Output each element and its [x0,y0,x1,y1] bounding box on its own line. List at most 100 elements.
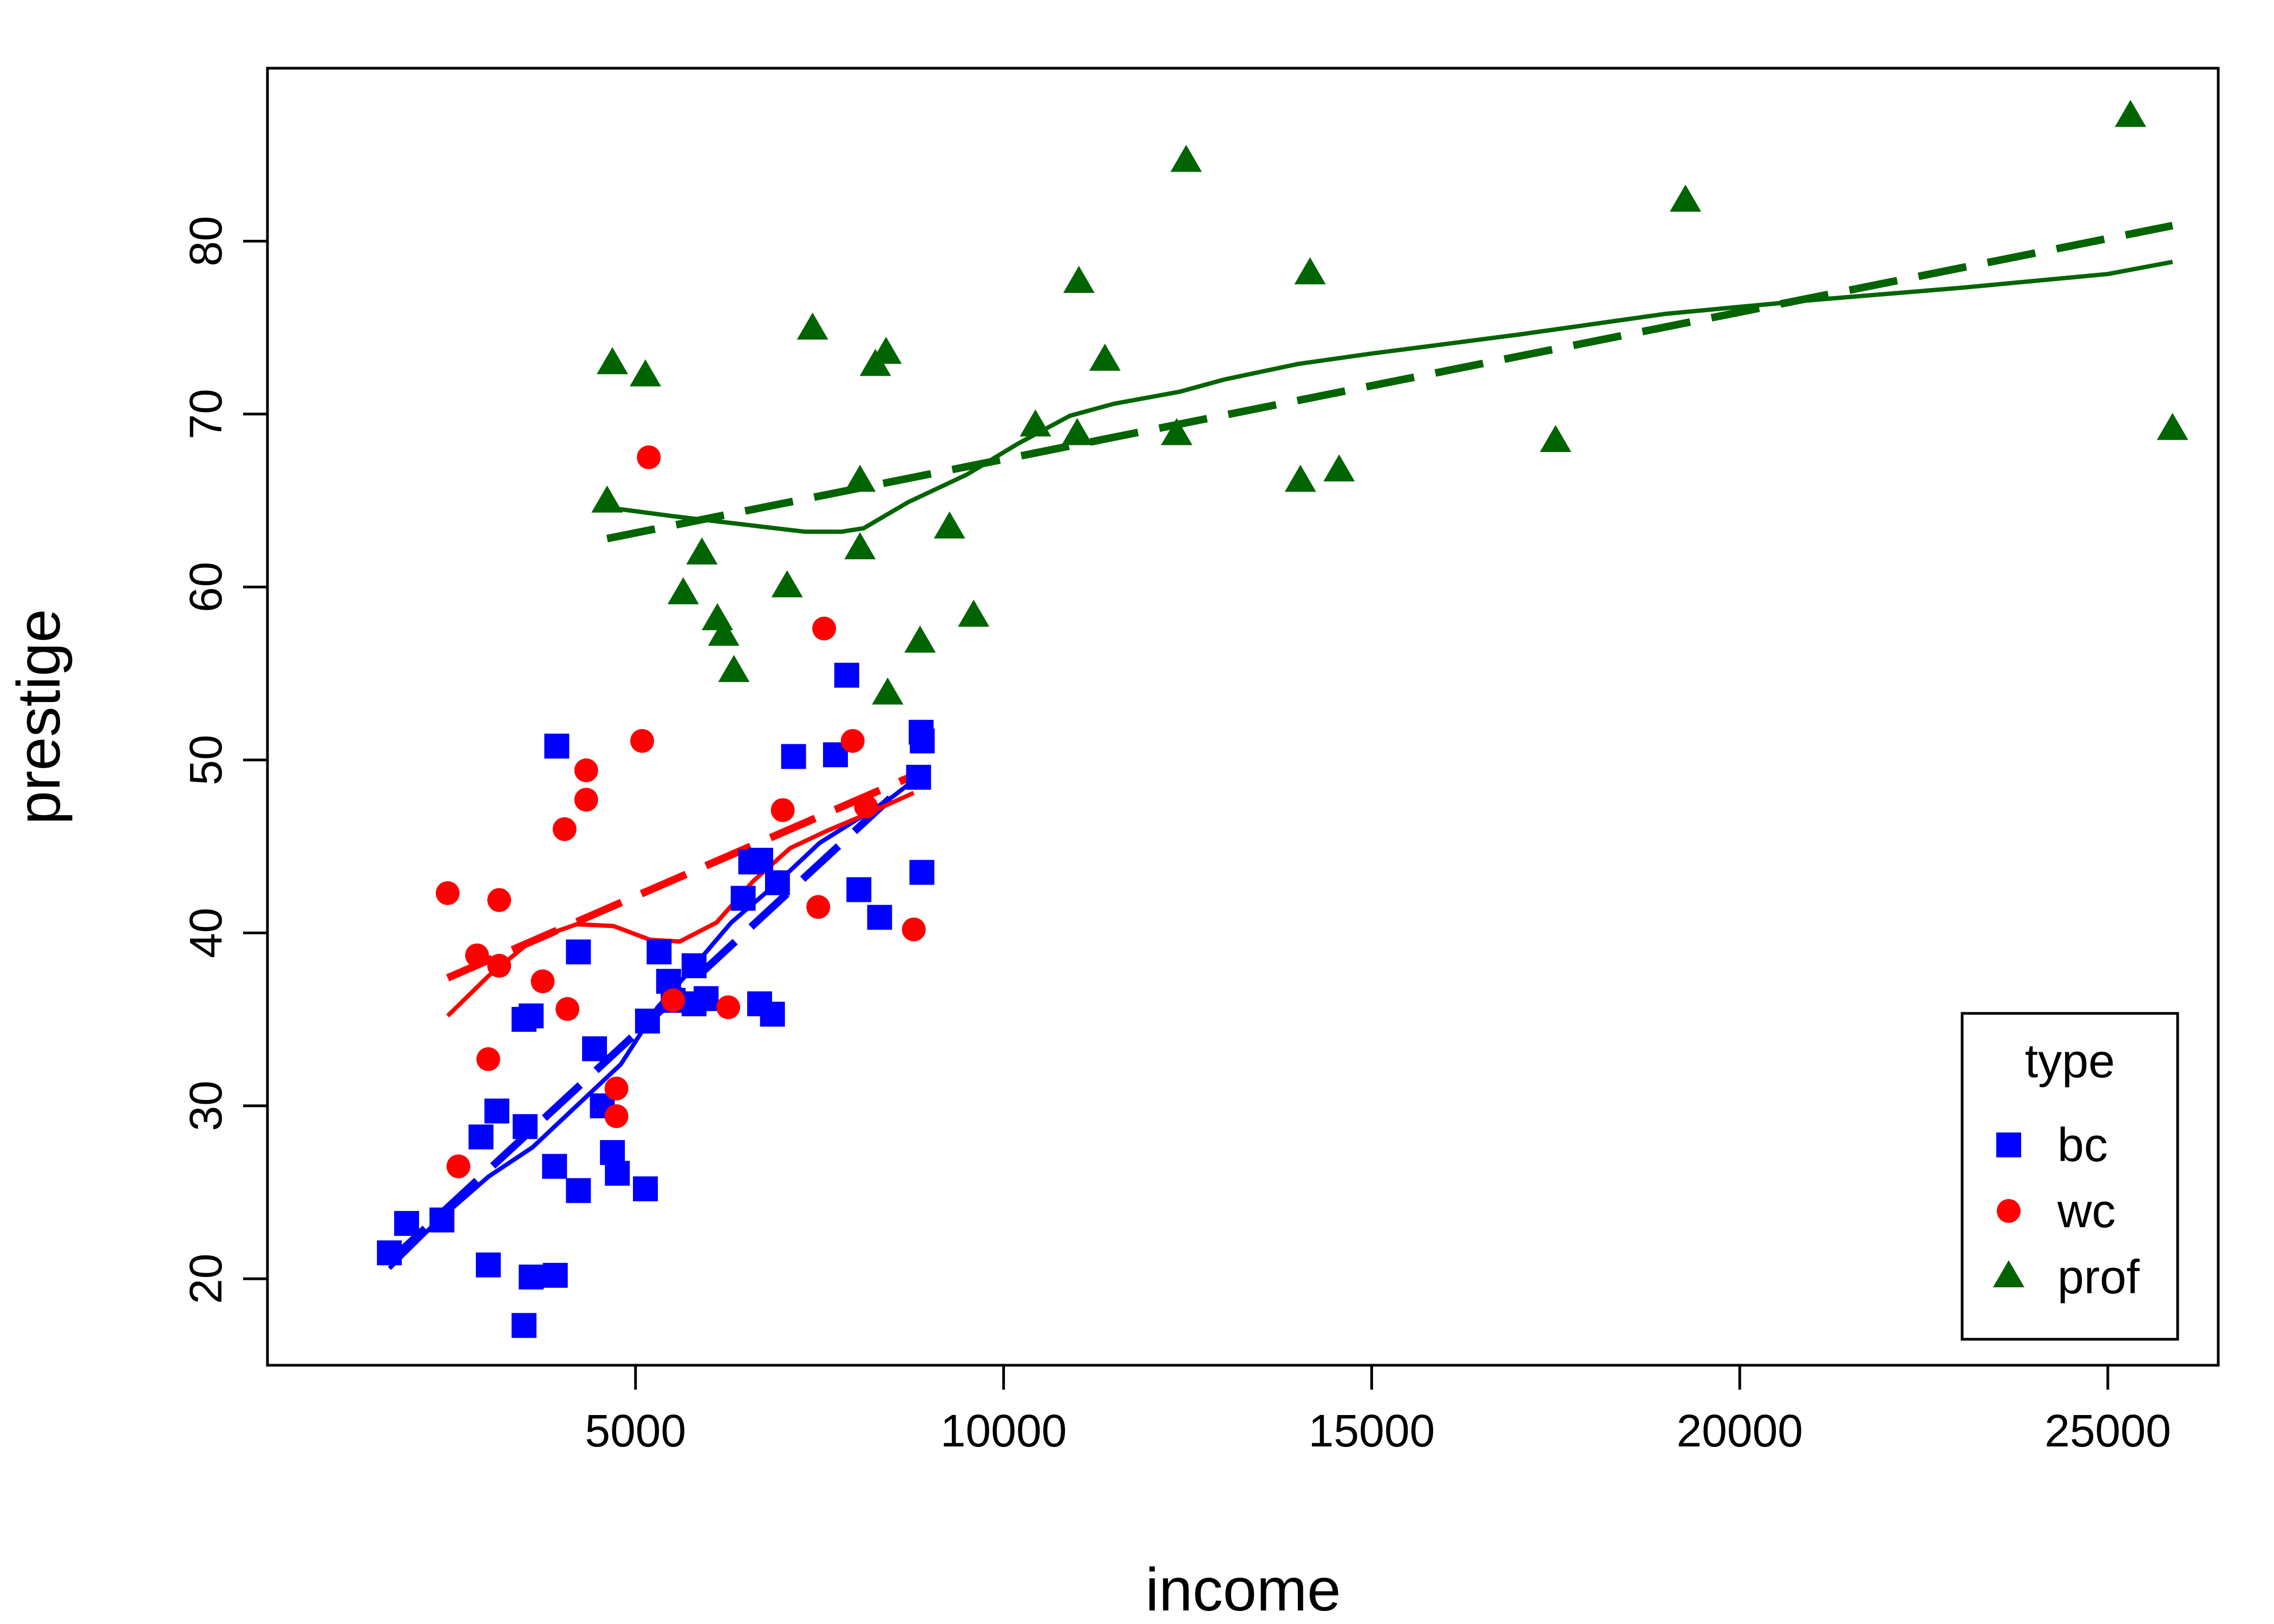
wc-point [812,617,837,641]
bc-point [566,1178,591,1203]
wc-point [574,758,598,783]
bc-point [394,1211,419,1236]
bc-point [646,939,672,965]
x-axis-title: income [1145,1556,1341,1623]
prof-point [667,577,699,605]
prof-point [1323,454,1355,482]
wc-point [840,729,865,753]
bc-point [511,1313,537,1338]
legend-label-bc: bc [2057,1118,2108,1171]
wc-point [465,943,489,967]
wc-point [487,954,512,978]
prof-point [958,599,990,627]
wc-point [446,1154,471,1178]
prof-point [1089,343,1121,371]
bc-point [475,1252,501,1278]
wc-point [637,445,661,469]
wc-point [770,798,795,822]
bc-point [635,1009,660,1034]
prof-point [591,485,623,513]
bc-point [605,1161,630,1186]
prof-point [1061,418,1093,446]
wc-point [552,817,577,841]
bc-point [694,986,719,1011]
prof-point [702,603,733,631]
wc-point [854,795,878,819]
prof-point [630,359,661,387]
legend-label-prof: prof [2057,1250,2140,1304]
x-tick-label: 20000 [1676,1405,1803,1456]
wc-point [476,1047,500,1071]
x-tick-label: 10000 [940,1405,1067,1456]
prof-point [1670,185,1701,212]
wc-point [901,917,926,941]
bc-point [834,663,859,688]
bc-point [730,886,756,911]
prof-point [1020,409,1051,437]
legend: type bc wc prof [1961,1012,2179,1341]
bc-point [512,1114,538,1140]
x-tick-label: 15000 [1309,1405,1435,1456]
bc-point [377,1240,402,1266]
x-tick-label: 25000 [2044,1405,2171,1456]
bc-point [764,870,790,895]
wc-smooth-fit [446,790,915,1018]
wc-point [574,788,598,812]
legend-marker-wc [1997,1199,2021,1223]
wc-point [716,995,740,1019]
prof-point [1540,425,1572,452]
prof-linear-fit [606,221,2173,542]
bc-point [846,877,872,902]
wc-point [487,888,512,912]
wc-point [531,969,555,993]
bc-point [468,1124,494,1150]
bc-point [519,1003,544,1029]
bc-point [633,1176,658,1202]
bc-point [760,1001,785,1027]
wc-point [556,997,580,1021]
prof-point [933,511,965,539]
x-tick-label: 5000 [585,1405,686,1456]
wc-point [661,988,685,1012]
bc-point [867,905,892,930]
bc-point [429,1207,455,1233]
bc-point [582,1036,607,1062]
y-axis: 20 30 40 50 60 70 80 [180,216,269,1304]
y-tick-label: 40 [180,908,231,958]
bc-point [542,1154,567,1179]
prof-point [1170,145,1202,172]
prof-point [771,570,803,598]
prof-point [870,337,902,364]
wc-point [630,729,655,753]
prof-point [2114,100,2146,127]
legend-marker-prof [1993,1260,2024,1287]
prof-point [796,312,828,340]
bc-point [909,860,935,885]
y-tick-label: 80 [180,216,231,266]
bc-point [910,728,935,754]
bc-point [566,939,591,965]
bc-point [906,764,931,790]
bc-point [781,744,806,769]
legend-label-wc: wc [2057,1184,2116,1237]
bc-point [681,953,707,979]
bc-point [544,734,570,759]
prof-point [1063,266,1095,293]
legend-marker-bc [1996,1132,2021,1157]
y-tick-label: 60 [180,562,231,612]
wc-point [604,1076,629,1101]
prof-point [844,464,876,492]
prof-point [1161,418,1193,446]
data-points [377,100,2188,1338]
y-tick-label: 20 [180,1254,231,1304]
prof-smooth-fit [606,259,2173,534]
prof-point [1284,464,1316,492]
bc-point [519,1265,544,1290]
bc-point [600,1140,625,1165]
prof-point [597,347,629,375]
prof-point [1294,257,1326,285]
bc-point [543,1262,568,1288]
y-tick-label: 30 [180,1081,231,1131]
y-tick-label: 70 [180,389,231,439]
